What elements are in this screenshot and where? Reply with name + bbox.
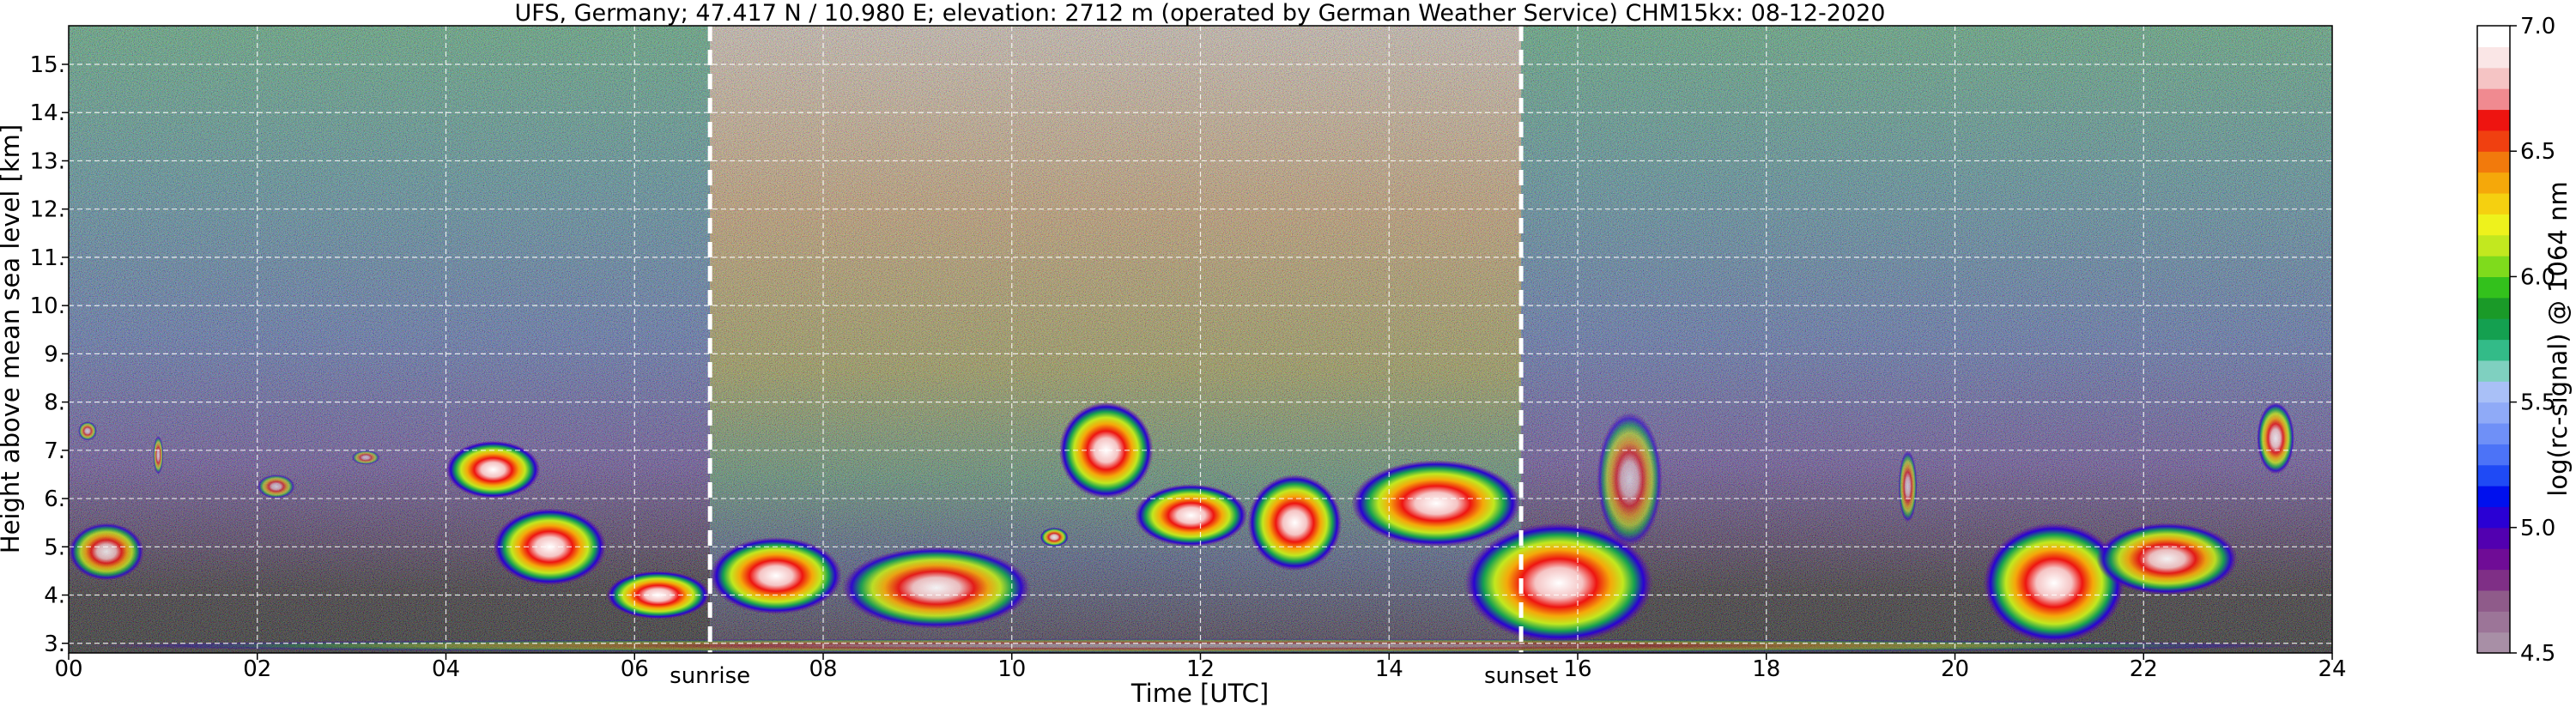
colorbar-swatch-24 xyxy=(2477,130,2510,152)
colorbar-swatch-10 xyxy=(2477,422,2510,444)
colorbar-swatches xyxy=(2477,26,2510,654)
cloud-layer-16 xyxy=(1596,411,1663,547)
colorbar-swatch-20 xyxy=(2477,214,2510,236)
colorbar-swatch-3 xyxy=(2477,569,2510,591)
x-tick-label-3: 06 xyxy=(621,656,649,682)
y-axis-ticks: 3. 4. 5. 6. 7. 8. 9. 10. 11. 12. 13. 14. 15. xyxy=(30,52,69,657)
y-tick-label-6: 9. xyxy=(44,341,65,367)
colorbar-swatch-8 xyxy=(2477,464,2510,486)
colorbar-swatch-27 xyxy=(2477,67,2510,89)
colorbar-swatch-1 xyxy=(2477,611,2510,633)
colorbar-swatch-2 xyxy=(2477,589,2510,612)
y-tick-label-2: 5. xyxy=(44,535,65,560)
cloud-layer-0 xyxy=(69,523,144,581)
colorbar-tick-label-4: 6.5 xyxy=(2520,139,2555,165)
colorbar-swatch-0 xyxy=(2477,631,2510,654)
y-tick-label-10: 13. xyxy=(30,148,65,174)
colorbar-swatch-5 xyxy=(2477,527,2510,549)
cloud-layer-13 xyxy=(1247,474,1343,571)
cloud-layer-7 xyxy=(606,571,711,619)
x-tick-label-12: 24 xyxy=(2318,656,2346,682)
colorbar-swatch-9 xyxy=(2477,444,2510,466)
y-tick-label-3: 6. xyxy=(44,486,65,512)
colorbar-swatch-17 xyxy=(2477,276,2510,299)
y-tick-label-8: 11. xyxy=(30,245,65,271)
x-tick-label-0: 00 xyxy=(54,656,82,682)
cloud-layer-12 xyxy=(1134,484,1248,547)
x-axis-ticks: 00 02 04 06 08 10 12 14 16 18 20 22 24 xyxy=(54,653,2347,682)
y-tick-label-0: 3. xyxy=(44,631,65,657)
colorbar-swatch-28 xyxy=(2477,46,2510,69)
x-tick-label-4: 08 xyxy=(809,656,837,682)
colorbar-tick-label-1: 5.0 xyxy=(2520,516,2555,541)
cloud-layer-10 xyxy=(1039,527,1069,547)
colorbar-swatch-6 xyxy=(2477,506,2510,529)
x-tick-label-8: 16 xyxy=(1563,656,1591,682)
cloud-layer-9 xyxy=(841,547,1031,629)
colorbar-swatch-18 xyxy=(2477,256,2510,277)
y-tick-label-4: 7. xyxy=(44,438,65,464)
cloud-layer-8 xyxy=(710,537,842,615)
colorbar-label: log(rc-signal) @ 1064 nm xyxy=(2543,181,2573,496)
colorbar-swatch-11 xyxy=(2477,402,2510,424)
colorbar-frame xyxy=(2476,25,2511,654)
colorbar-ticks: 4.5 5.0 5.5 6.0 6.5 7.0 xyxy=(2510,14,2555,667)
cloud-layer-11 xyxy=(1058,402,1154,499)
chart-title: UFS, Germany; 47.417 N / 10.980 E; eleva… xyxy=(515,0,1886,27)
y-tick-label-1: 4. xyxy=(44,583,65,609)
x-tick-label-10: 20 xyxy=(1941,656,1969,682)
colorbar-swatch-4 xyxy=(2477,548,2510,571)
colorbar-swatch-14 xyxy=(2477,339,2510,361)
y-tick-label-11: 14. xyxy=(30,100,65,126)
y-axis-label: Height above mean sea level [km] xyxy=(0,124,25,553)
cloud-layer-19 xyxy=(2096,523,2239,595)
x-tick-label-5: 10 xyxy=(997,656,1026,682)
colorbar-swatch-16 xyxy=(2477,297,2510,319)
colorbar-swatch-22 xyxy=(2477,172,2510,194)
cloud-layer-18 xyxy=(1983,523,2125,644)
colorbar-swatch-7 xyxy=(2477,486,2510,508)
cloud-layer-3 xyxy=(257,474,295,499)
colorbar-swatch-12 xyxy=(2477,381,2510,403)
colorbar-swatch-15 xyxy=(2477,318,2510,341)
plot-area xyxy=(68,25,2333,654)
colorbar-tick-label-3: 6.0 xyxy=(2520,264,2555,290)
colorbar-tick-label-0: 4.5 xyxy=(2520,641,2555,667)
y-tick-label-5: 8. xyxy=(44,390,65,416)
colorbar-swatch-26 xyxy=(2477,88,2510,111)
cloud-layer-1 xyxy=(77,421,97,441)
x-tick-label-9: 18 xyxy=(1752,656,1780,682)
y-tick-label-9: 12. xyxy=(30,197,65,223)
grid-lines xyxy=(69,26,2332,653)
x-tick-label-7: 14 xyxy=(1375,656,1403,682)
cloud-layer-20 xyxy=(2257,402,2295,474)
colorbar-swatch-25 xyxy=(2477,109,2510,131)
colorbar-swatch-23 xyxy=(2477,151,2510,173)
x-tick-label-1: 02 xyxy=(243,656,271,682)
colorbar-swatch-21 xyxy=(2477,192,2510,215)
cloud-layer-15 xyxy=(1464,523,1653,644)
sunrise-label: sunrise xyxy=(670,663,750,689)
cloud-layer-4 xyxy=(351,450,380,465)
colorbar-swatch-19 xyxy=(2477,234,2510,257)
colorbar-swatch-29 xyxy=(2477,26,2510,47)
x-tick-label-6: 12 xyxy=(1186,656,1215,682)
y-tick-label-7: 10. xyxy=(30,293,65,319)
cloud-layer-5 xyxy=(445,440,541,499)
sunset-label: sunset xyxy=(1484,663,1558,689)
cloud-layers xyxy=(69,402,2332,653)
colorbar-tick-label-5: 7.0 xyxy=(2520,14,2555,39)
colorbar-tick-label-2: 5.5 xyxy=(2520,390,2555,416)
cloud-layer-17 xyxy=(1898,450,1918,523)
colorbar-swatch-13 xyxy=(2477,360,2510,382)
colorbar: 4.5 5.0 5.5 6.0 6.5 7.0 log(rc-signal) @ 1064… xyxy=(2476,14,2573,667)
sun-markers xyxy=(707,26,1524,653)
y-tick-label-12: 15. xyxy=(30,52,65,78)
x-tick-label-2: 04 xyxy=(432,656,460,682)
cloud-layer-2 xyxy=(153,435,164,474)
x-axis-label: Time [UTC] xyxy=(1130,679,1269,707)
x-tick-label-11: 22 xyxy=(2130,656,2158,682)
cloud-layer-14 xyxy=(1351,460,1522,547)
